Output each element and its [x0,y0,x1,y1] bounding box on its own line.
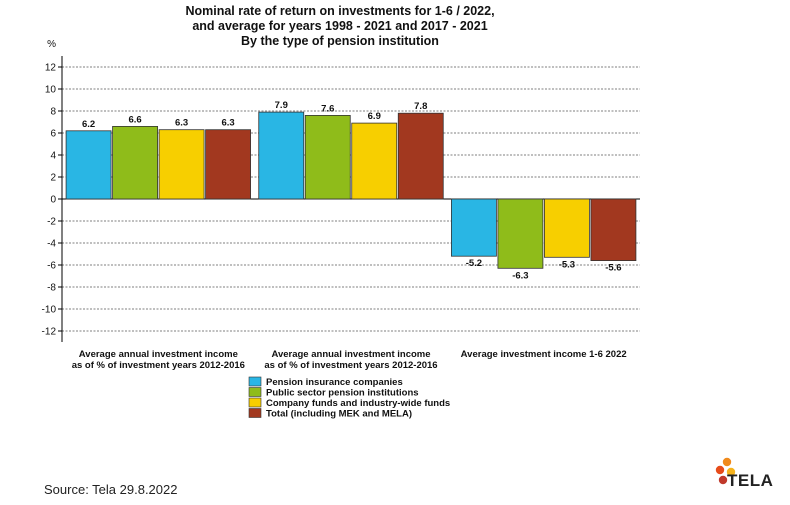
value-label: 6.3 [175,118,188,129]
value-label: -6.3 [512,270,528,281]
logo-dot [726,467,736,477]
y-tick-label: -8 [47,283,56,294]
y-tick-label: 6 [50,129,56,140]
source-note: Source: Tela 29.8.2022 [44,482,178,497]
y-tick-label: -2 [47,217,56,228]
bar [112,126,158,200]
bar [397,112,444,200]
category-label: Average investment income 1-6 2022 [461,349,627,360]
value-label: 7.9 [275,100,288,111]
y-tick-label: 12 [45,63,57,74]
y-tick-label: 4 [50,151,56,162]
y-tick-label: 8 [50,107,56,118]
chart-title-line: Nominal rate of return on investments fo… [185,4,494,18]
value-label: 7.6 [321,103,334,114]
bar [304,115,351,200]
y-axis: % 12 10 8 6 4 2 0 -2 -4 -6 -8 -10 -12 [42,39,63,342]
bar [544,198,590,258]
value-labels: 6.2 6.6 6.3 6.3 7.9 7.6 6.9 7.8 -5.2 -6.3 -5.3 -5.6 [82,100,622,281]
chart-title-line: and average for years 1998 - 2021 and 20… [192,19,487,33]
category-label: Average annual investment income [271,349,430,360]
bar [158,129,205,200]
legend-swatch [248,376,262,387]
bar [351,122,398,200]
legend-label: Company funds and industry-wide funds [266,398,450,409]
chart-title: Nominal rate of return on investments fo… [185,4,494,48]
bar [497,198,544,269]
category-label: Average annual investment income [79,349,238,360]
logo-dot [722,457,732,467]
value-label: 7.8 [414,101,427,112]
bar [451,198,497,257]
bar [205,129,251,200]
legend-swatch [248,408,262,418]
category-label: as of % of investment years 2012-2016 [264,360,437,371]
category-label: as of % of investment years 2012-2016 [72,360,245,371]
value-label: -5.3 [559,259,575,270]
y-tick-label: 10 [45,85,57,96]
value-label: 6.2 [82,119,95,130]
legend-swatch [248,397,262,408]
bars [65,111,637,269]
y-tick-label: -10 [42,305,57,316]
legend-label: Total (including MEK and MELA) [266,409,412,420]
legend-label: Public sector pension institutions [266,388,419,399]
bar [258,111,305,200]
tela-logo-icon [715,457,736,485]
y-tick-label: -6 [47,261,56,272]
y-tick-label: 2 [50,173,56,184]
bar [590,198,637,261]
y-axis-unit-label: % [47,39,56,50]
value-label: -5.6 [605,263,621,274]
logo-dot [718,475,728,485]
bar [65,130,112,200]
y-tick-label: -12 [42,327,57,338]
grid [62,66,640,332]
y-tick-label: -4 [47,239,56,250]
legend-label: Pension insurance companies [266,377,403,388]
value-label: -5.2 [466,258,482,269]
legend-swatch [248,387,262,397]
value-label: 6.3 [221,118,234,129]
value-label: 6.6 [128,114,141,125]
logo-dot [715,465,725,475]
y-tick-label: 0 [50,195,56,206]
value-label: 6.9 [368,111,381,122]
logo-text: TELA [727,471,774,490]
chart-title-line: By the type of pension institution [241,34,439,48]
